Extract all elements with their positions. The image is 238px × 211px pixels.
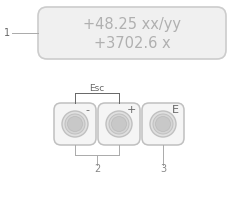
FancyBboxPatch shape xyxy=(54,103,96,145)
Text: 2: 2 xyxy=(94,164,100,174)
Circle shape xyxy=(68,116,83,131)
Text: +3702.6 x: +3702.6 x xyxy=(94,35,170,50)
Circle shape xyxy=(150,111,176,137)
Circle shape xyxy=(65,114,85,134)
Text: E: E xyxy=(172,105,178,115)
Circle shape xyxy=(153,114,173,134)
Text: 3: 3 xyxy=(160,164,166,174)
FancyBboxPatch shape xyxy=(38,7,226,59)
Text: -: - xyxy=(85,105,89,115)
FancyBboxPatch shape xyxy=(142,103,184,145)
Circle shape xyxy=(111,116,127,131)
Circle shape xyxy=(62,111,88,137)
Circle shape xyxy=(106,111,132,137)
Circle shape xyxy=(109,114,129,134)
FancyBboxPatch shape xyxy=(98,103,140,145)
Circle shape xyxy=(155,116,170,131)
Text: +: + xyxy=(126,105,136,115)
Text: +48.25 xx/yy: +48.25 xx/yy xyxy=(83,16,181,31)
Text: 1: 1 xyxy=(4,28,10,38)
Text: Esc: Esc xyxy=(89,84,105,93)
